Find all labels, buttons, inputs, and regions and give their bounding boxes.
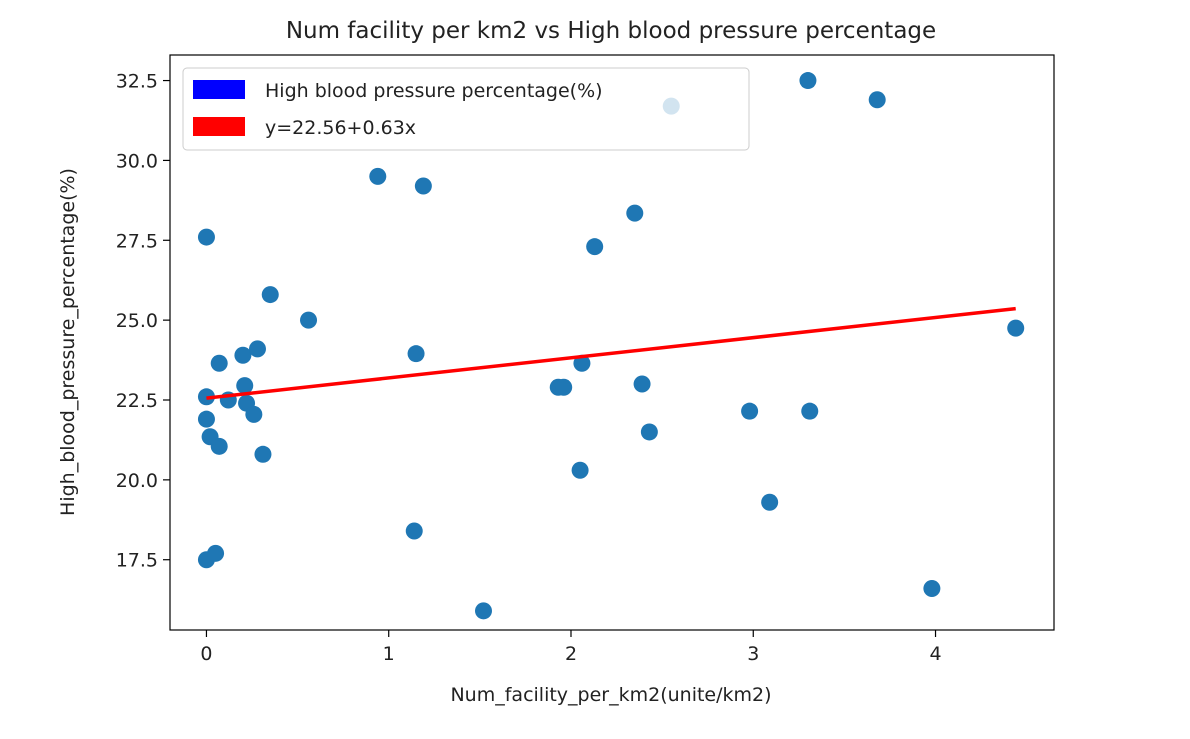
plot-frame — [169, 54, 1055, 631]
scatter-point — [801, 402, 819, 420]
legend-swatch-regression — [193, 117, 245, 136]
regression-line — [206, 306, 1016, 400]
legend-label-blood-pressure: High blood pressure percentage(%) — [265, 80, 603, 102]
x-tick-label: 3 — [747, 643, 759, 665]
scatter-point — [207, 544, 225, 562]
scatter-point — [300, 311, 318, 329]
scatter-point — [475, 602, 493, 620]
scatter-point — [761, 493, 779, 511]
y-tick-label: 25.0 — [116, 310, 158, 332]
legend-box — [182, 67, 750, 151]
scatter-point — [640, 423, 658, 441]
y-tick-label: 30.0 — [116, 150, 158, 172]
scatter-point — [799, 72, 817, 90]
scatter-point — [248, 340, 266, 358]
legend-label-regression: y=22.56+0.63x — [265, 117, 416, 139]
x-axis: 0 1 2 3 4 — [200, 630, 942, 665]
chart-title: Num facility per km2 vs High blood press… — [286, 18, 936, 44]
scatter-point — [1007, 319, 1025, 337]
scatter-point — [571, 461, 589, 479]
y-tick-label: 22.5 — [116, 390, 158, 412]
x-axis-label: Num_facility_per_km2(unite/km2) — [450, 684, 771, 706]
scatter-point — [234, 346, 252, 364]
plot-area — [197, 72, 1025, 620]
x-tick-label: 0 — [200, 643, 212, 665]
scatter-point — [414, 177, 432, 195]
y-tick-label: 27.5 — [116, 230, 158, 252]
scatter-point — [261, 286, 279, 304]
scatter-point — [555, 378, 573, 396]
y-axis: 17.5 20.0 22.5 25.0 27.5 30.0 32.5 — [116, 71, 170, 572]
scatter-point — [210, 354, 228, 372]
scatter-point — [407, 345, 425, 363]
scatter-point — [586, 238, 604, 256]
scatter-point — [405, 522, 423, 540]
scatter-point — [633, 375, 651, 393]
y-tick-label: 20.0 — [116, 470, 158, 492]
scatter-point — [923, 579, 941, 597]
scatter-point — [197, 228, 215, 246]
x-tick-label: 2 — [565, 643, 577, 665]
scatter-point — [236, 377, 254, 395]
scatter-point — [197, 410, 215, 428]
y-tick-label: 17.5 — [116, 550, 158, 572]
scatter-point — [741, 402, 759, 420]
scatter-point — [868, 91, 886, 109]
y-tick-label: 32.5 — [116, 71, 158, 93]
scatter-point — [573, 354, 591, 372]
y-axis-label: High_blood_pressure_percentage(%) — [57, 168, 79, 516]
scatter-point — [245, 405, 263, 423]
scatter-point — [254, 445, 272, 463]
scatter-point — [210, 437, 228, 455]
scatter-point — [626, 204, 644, 222]
legend: High blood pressure percentage(%) y=22.5… — [182, 67, 750, 151]
legend-swatch-blood-pressure — [193, 80, 245, 99]
x-tick-label: 4 — [929, 643, 941, 665]
x-tick-label: 1 — [383, 643, 395, 665]
scatter-point — [369, 167, 387, 185]
